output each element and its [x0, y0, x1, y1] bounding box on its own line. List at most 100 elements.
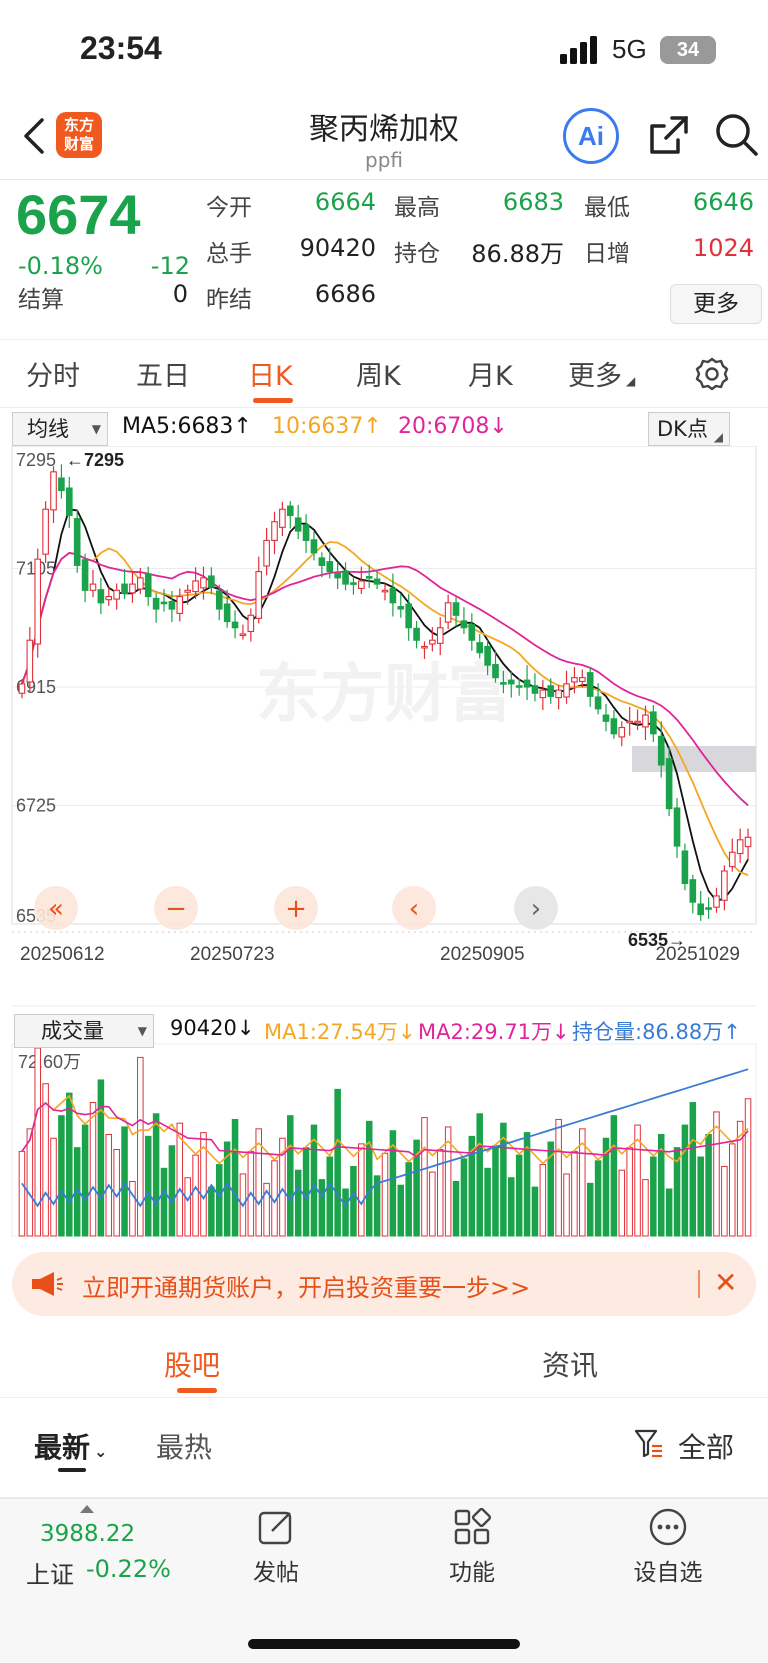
candle-body [476, 642, 484, 654]
volume-bar [563, 1173, 570, 1237]
scroll-right-button[interactable] [514, 886, 558, 930]
volume-bar [452, 1180, 460, 1237]
filter-icon[interactable] [634, 1428, 664, 1460]
candle-body [397, 605, 405, 610]
volume-bar [302, 1147, 310, 1237]
tab-weekly-k[interactable]: 周K [356, 361, 401, 392]
kline-chart[interactable]: 72957105691567256535东方财富←72956535→«−+‹›2… [0, 446, 768, 1246]
x-tick-label: 20250612 [20, 944, 105, 965]
zoom-in-button[interactable] [274, 886, 318, 930]
candle-body [405, 603, 412, 629]
candle-body [618, 726, 626, 738]
index-value[interactable]: 3988.22 [40, 1521, 136, 1547]
candle-body [578, 677, 586, 682]
volume-bar [287, 1115, 294, 1237]
tab-intraday[interactable]: 分时 [26, 361, 80, 392]
candle-body [113, 589, 120, 600]
status-time: 23:54 [80, 30, 162, 66]
candle-body [271, 521, 278, 541]
candle-body [310, 539, 318, 554]
tab-monthly-k[interactable]: 月K [468, 361, 513, 392]
post-button[interactable]: 发帖 [226, 1507, 326, 1587]
functions-button[interactable]: 功能 [422, 1507, 522, 1587]
volume-bar [397, 1184, 405, 1237]
x-tick-label: 20251029 [655, 944, 740, 965]
candle-body [255, 571, 263, 619]
share-icon[interactable] [644, 112, 692, 160]
volume-bar [729, 1143, 736, 1237]
volume-bar [350, 1165, 357, 1237]
add-watchlist-button[interactable]: 设自选 [618, 1507, 718, 1587]
index-name[interactable]: 上证 [26, 1561, 74, 1589]
candle-body [144, 573, 152, 598]
oi-label: 持仓 [394, 241, 440, 267]
settle-label: 结算 [18, 287, 64, 313]
candle-body [81, 559, 89, 591]
filter-hot[interactable]: 最热 [156, 1431, 213, 1464]
volume-bar [429, 1171, 436, 1237]
scroll-right-button-glyph: › [531, 894, 541, 924]
filter-latest[interactable]: 最新 ⌄ [34, 1426, 107, 1466]
promo-banner[interactable]: 立即开通期货账户，开启投资重要一步>> ✕ [12, 1252, 756, 1316]
dk-point-button[interactable]: DK点 ◢ [648, 412, 730, 446]
candle-body [342, 570, 349, 585]
scroll-left-button-glyph: ‹ [409, 894, 419, 924]
candle-body [697, 903, 705, 916]
tab-five-day[interactable]: 五日 [136, 361, 190, 392]
more-details-button[interactable]: 更多 [670, 284, 762, 324]
back-arrow-icon[interactable] [16, 114, 52, 158]
volume-bar [744, 1098, 752, 1237]
daily-increase-label: 日增 [584, 241, 630, 267]
scroll-start-button[interactable] [34, 886, 78, 930]
post-label: 发帖 [253, 1560, 299, 1586]
expand-up-icon[interactable] [80, 1505, 94, 1513]
ma20-value: 20:6708 [398, 414, 490, 439]
volume-bar [594, 1160, 602, 1237]
low-label: 最低 [584, 195, 630, 221]
candle-body [689, 879, 697, 903]
volume-bar [586, 1182, 594, 1237]
filter-all[interactable]: 全部 [678, 1431, 735, 1464]
volume-bar [705, 1133, 712, 1237]
candle-body [58, 477, 65, 492]
candle-body [665, 758, 673, 810]
candle-body [547, 685, 555, 697]
high-label: 最高 [394, 195, 440, 221]
zoom-in-button-glyph: + [285, 894, 307, 924]
zoom-out-button[interactable] [154, 886, 198, 930]
candle-body [18, 683, 26, 694]
tab-forum[interactable]: 股吧 [164, 1349, 221, 1382]
tab-more[interactable]: 更多 ◢ [568, 354, 635, 393]
candle-body [523, 679, 531, 688]
ai-button[interactable]: Ai [563, 108, 619, 164]
candle-body [26, 639, 34, 683]
volume-max-label: 72.60万 [18, 1052, 81, 1072]
megaphone-icon [32, 1272, 63, 1296]
volume-ma1: MA1:27.54万↓ [264, 1016, 416, 1046]
volume-bar [673, 1147, 681, 1237]
volume-bar [66, 1092, 73, 1237]
index-percent[interactable]: -0.22% [86, 1555, 171, 1583]
indicator-selector[interactable]: 均线 ▼ [12, 412, 108, 446]
scroll-left-button[interactable] [392, 886, 436, 930]
volume-bar [231, 1118, 239, 1237]
close-icon[interactable]: ✕ [714, 1266, 738, 1299]
volume-bar [58, 1115, 65, 1237]
volume-bar [721, 1165, 728, 1237]
volume-bar [263, 1182, 270, 1237]
change-value: -12 [150, 252, 190, 280]
candle-body [484, 645, 491, 666]
arrow-down-icon: ↓ [398, 1020, 416, 1044]
tab-news[interactable]: 资讯 [542, 1349, 599, 1382]
volume-bar [215, 1164, 223, 1237]
gear-icon[interactable] [694, 356, 730, 392]
candle-body [705, 907, 712, 910]
page-subtitle: ppfi [365, 148, 403, 172]
page-title: 聚丙烯加权 [309, 112, 459, 147]
volume-indicator-selector[interactable]: 成交量 ▼ [14, 1014, 154, 1048]
candle-body [73, 518, 81, 566]
candle-body [492, 663, 499, 679]
search-icon[interactable] [712, 110, 760, 158]
volume-label: 总手 [206, 241, 252, 267]
tab-daily-k[interactable]: 日K [248, 361, 293, 392]
